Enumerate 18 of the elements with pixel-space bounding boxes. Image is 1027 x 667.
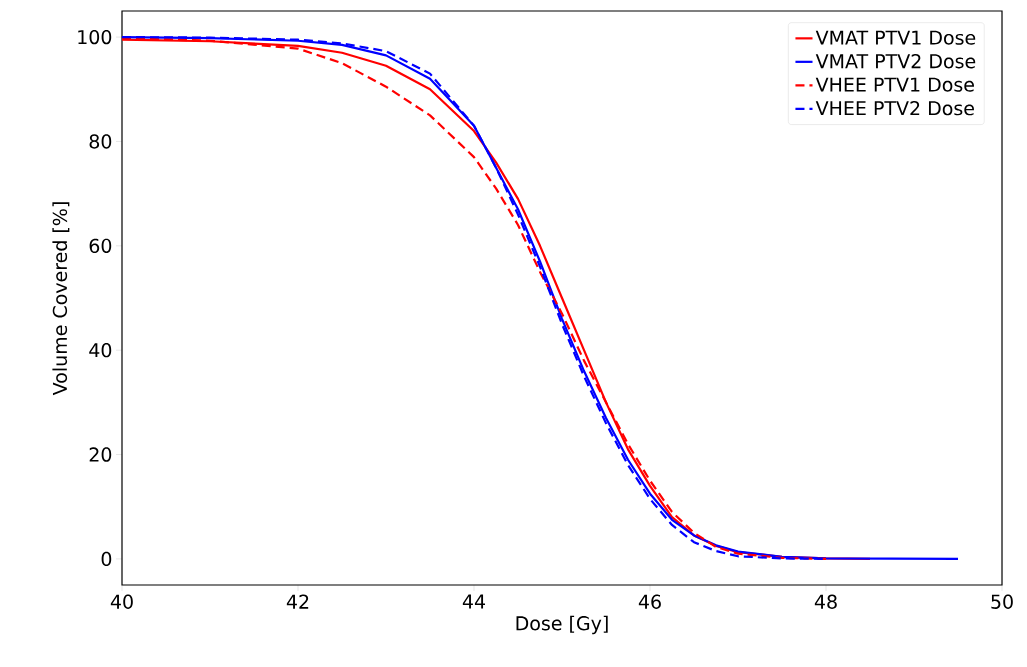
- x-tick-label: 48: [814, 594, 837, 609]
- y-tick-label: 20: [89, 447, 112, 462]
- legend-label: VHEE PTV1 Dose: [815, 77, 974, 92]
- y-tick-label: 60: [89, 238, 112, 253]
- x-tick-label: 42: [286, 594, 309, 609]
- legend-label: VMAT PTV1 Dose: [815, 30, 976, 45]
- y-axis-title: Volume Covered [%]: [52, 202, 70, 396]
- legend-label: VMAT PTV2 Dose: [815, 54, 976, 69]
- y-tick-label: 100: [78, 29, 112, 45]
- y-tick-label: 80: [89, 134, 112, 149]
- x-axis-title: Dose [Gy]: [516, 615, 608, 635]
- y-tick-label: 40: [89, 343, 112, 358]
- y-tick-label: 0: [101, 551, 112, 567]
- x-tick-label: 40: [110, 594, 133, 609]
- x-tick-label: 50: [991, 594, 1013, 609]
- x-tick-label: 44: [462, 594, 486, 609]
- x-tick-label: 46: [638, 594, 661, 609]
- legend-label: VHEE PTV2 Dose: [815, 100, 974, 116]
